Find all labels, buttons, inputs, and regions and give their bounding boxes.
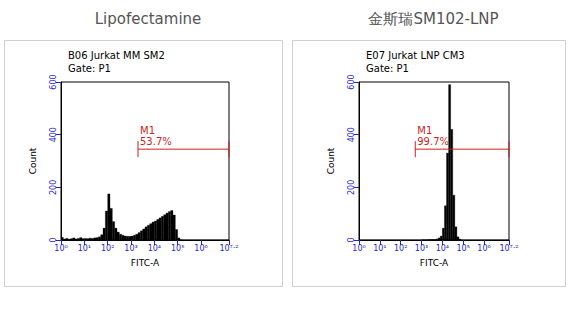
svg-text:Count: Count <box>28 147 38 174</box>
svg-text:10⁷·²: 10⁷·² <box>499 244 518 253</box>
svg-text:Lipofectamine: Lipofectamine <box>95 10 202 28</box>
svg-text:10⁶: 10⁶ <box>477 244 490 253</box>
svg-text:FITC-A: FITC-A <box>131 258 160 268</box>
svg-text:M1: M1 <box>417 125 432 136</box>
svg-text:Count: Count <box>326 147 336 174</box>
svg-text:0: 0 <box>347 237 356 242</box>
svg-text:400: 400 <box>347 127 356 142</box>
svg-text:10¹: 10¹ <box>373 244 386 253</box>
svg-text:10⁶: 10⁶ <box>194 244 207 253</box>
svg-text:10³: 10³ <box>124 244 137 253</box>
svg-text:600: 600 <box>347 74 356 89</box>
svg-text:10⁷·²: 10⁷·² <box>219 244 238 253</box>
svg-text:10⁰: 10⁰ <box>54 244 67 253</box>
svg-text:FITC-A: FITC-A <box>420 258 449 268</box>
svg-text:200: 200 <box>49 180 58 195</box>
svg-text:10⁴: 10⁴ <box>148 244 161 253</box>
svg-text:10⁴: 10⁴ <box>436 244 449 253</box>
svg-text:Gate: P1: Gate: P1 <box>68 63 111 74</box>
svg-text:10⁰: 10⁰ <box>352 244 365 253</box>
svg-text:10²: 10² <box>394 244 407 253</box>
svg-text:Gate: P1: Gate: P1 <box>366 63 409 74</box>
svg-text:600: 600 <box>49 74 58 89</box>
svg-text:200: 200 <box>347 180 356 195</box>
svg-text:10²: 10² <box>101 244 114 253</box>
svg-text:10⁵: 10⁵ <box>171 244 184 253</box>
svg-text:99.7%: 99.7% <box>417 136 449 147</box>
svg-text:B06 Jurkat MM SM2: B06 Jurkat MM SM2 <box>68 50 165 61</box>
svg-text:400: 400 <box>49 127 58 142</box>
svg-text:金斯瑞SM102-LNP: 金斯瑞SM102-LNP <box>368 10 498 28</box>
svg-text:10¹: 10¹ <box>78 244 91 253</box>
svg-text:0: 0 <box>49 237 58 242</box>
svg-text:10⁵: 10⁵ <box>456 244 469 253</box>
svg-text:E07 Jurkat LNP CM3: E07 Jurkat LNP CM3 <box>366 50 465 61</box>
svg-text:10³: 10³ <box>415 244 428 253</box>
svg-text:53.7%: 53.7% <box>140 136 172 147</box>
svg-text:M1: M1 <box>140 125 155 136</box>
